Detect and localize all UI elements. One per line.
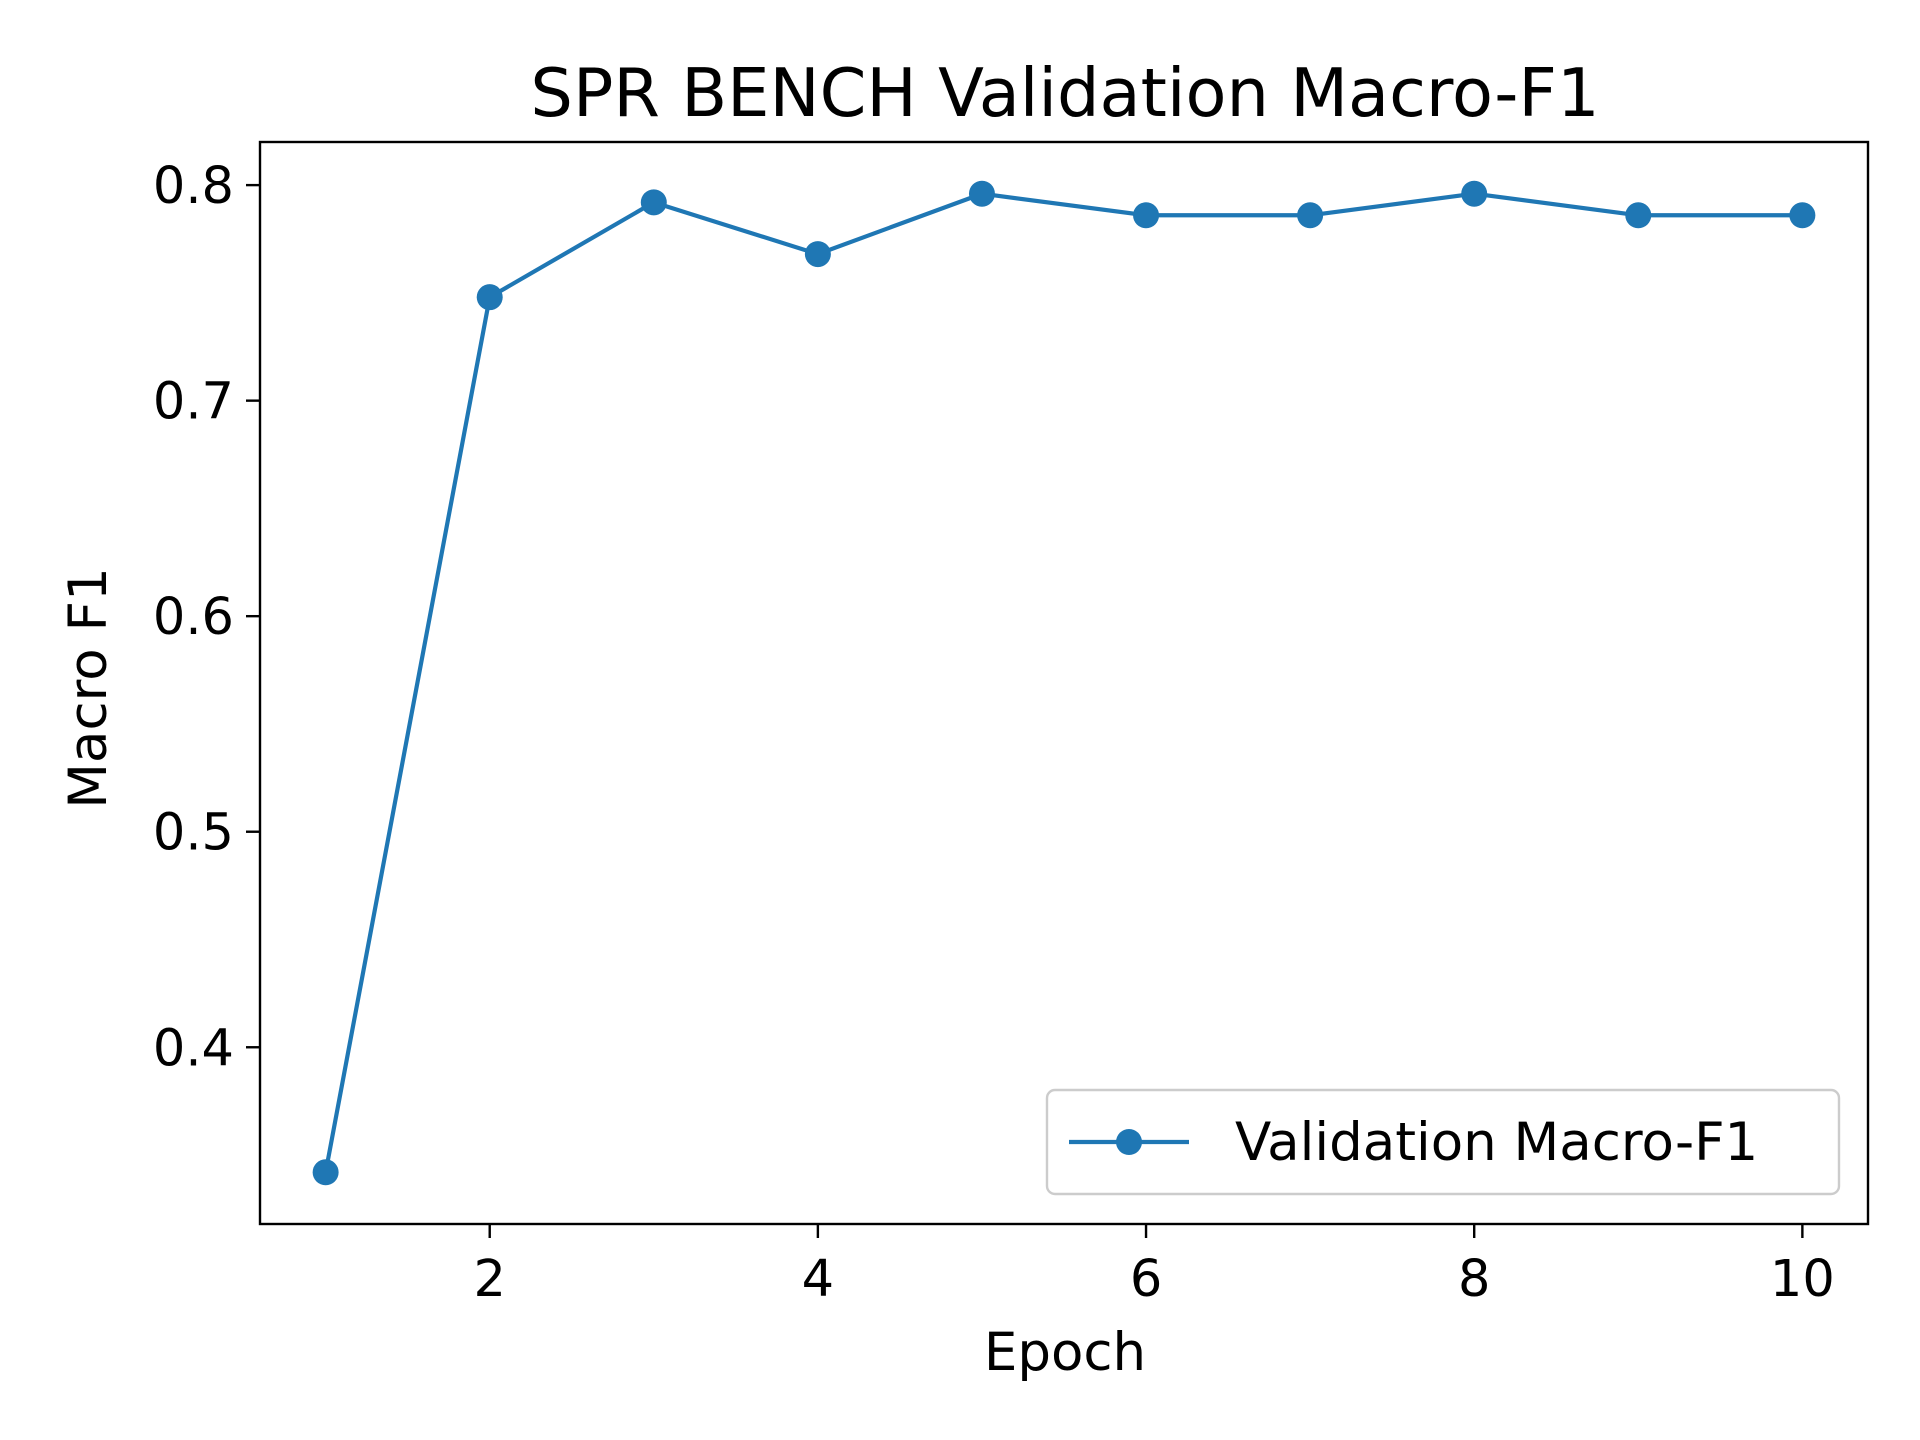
y-tick-label: 0.7 — [153, 373, 234, 432]
axes-frame — [258, 140, 1870, 1226]
legend-marker-swatch — [1116, 1129, 1142, 1155]
data-point — [312, 1159, 339, 1186]
data-point — [1297, 202, 1324, 229]
x-tick-label: 10 — [1770, 1250, 1835, 1309]
series-layer — [312, 180, 1816, 1186]
data-point — [1461, 180, 1488, 207]
y-axis-label: Macro F1 — [58, 567, 119, 808]
x-axis-ticks: 2 4 6 8 10 — [473, 1224, 1835, 1309]
y-tick-label: 0.5 — [153, 804, 234, 863]
x-tick-label: 8 — [1458, 1250, 1490, 1309]
data-point — [1625, 202, 1652, 229]
x-tick-label: 2 — [473, 1250, 505, 1309]
y-tick-label: 0.4 — [153, 1019, 234, 1078]
y-tick-label: 0.8 — [153, 157, 234, 216]
data-point — [968, 180, 995, 207]
data-point — [804, 241, 831, 268]
data-point — [1133, 202, 1160, 229]
y-tick-label: 0.6 — [153, 588, 234, 647]
plot-area — [258, 140, 1870, 1226]
series-line — [323, 191, 1805, 1175]
chart-title: SPR BENCH Validation Macro-F1 — [530, 54, 1599, 132]
data-point — [1789, 202, 1816, 229]
legend-label: Validation Macro-F1 — [1235, 1112, 1758, 1173]
legend: Validation Macro-F1 — [1045, 1088, 1841, 1196]
legend-frame — [1045, 1088, 1841, 1196]
y-axis-ticks: 0.4 0.5 0.6 0.7 0.8 — [153, 157, 260, 1078]
x-axis-label: Epoch — [984, 1322, 1146, 1383]
data-point — [476, 284, 503, 311]
data-point — [640, 189, 667, 216]
x-tick-label: 4 — [802, 1250, 834, 1309]
x-tick-label: 6 — [1130, 1250, 1162, 1309]
